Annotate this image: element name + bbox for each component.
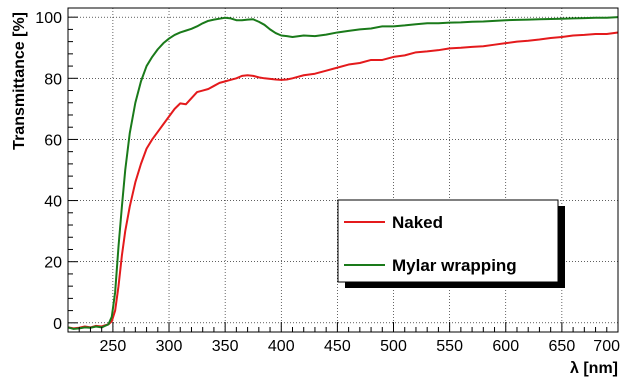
series-layer [67,16,619,330]
legend: Naked Mylar wrapping [337,199,565,288]
x-axis-title: λ [nm] [570,360,618,377]
y-tick-label: 40 [44,194,62,211]
legend-label-naked: Naked [392,213,443,232]
x-tick-label: 300 [156,338,183,355]
x-tick-label: 250 [100,338,127,355]
y-tick-label: 0 [53,316,62,333]
x-tick-label: 450 [324,338,351,355]
x-tick-label: 400 [268,338,295,355]
plot-frame [67,7,619,333]
x-tick-label: 550 [436,338,463,355]
x-tick-label: 700 [593,338,620,355]
ticks [67,16,619,332]
x-tick-label: 350 [212,338,239,355]
y-axis-title: Transmittance [%] [11,12,28,150]
legend-label-mylar-wrapping: Mylar wrapping [392,256,517,275]
y-tick-label: 20 [44,255,62,272]
y-tick-label: 60 [44,132,62,149]
y-tick-label: 100 [35,10,62,27]
y-tick-label: 80 [44,71,62,88]
x-tick-label: 650 [549,338,576,355]
x-tick-label: 600 [492,338,519,355]
legend-box [337,199,559,283]
tick-labels: 250 300 350 400 450 500 550 600 650 700 0 20 40 60 80 1… [35,10,620,355]
x-tick-label: 500 [380,338,407,355]
series-line-naked [67,31,619,330]
series-line-mylar-wrapping [67,16,619,330]
